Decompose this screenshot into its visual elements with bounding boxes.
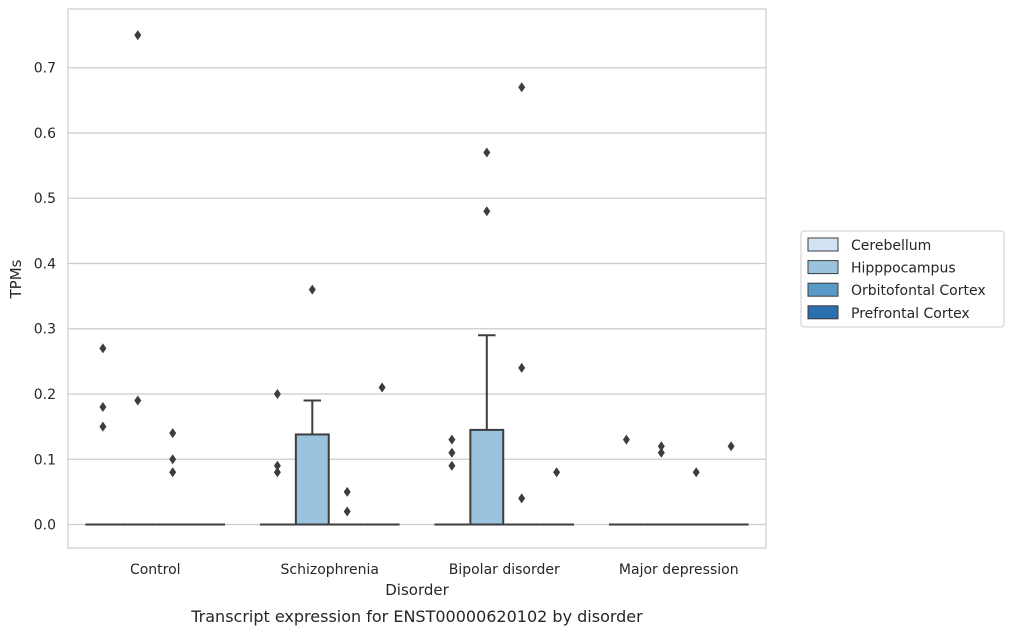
box-1-1 [294, 284, 330, 526]
y-tick-label: 0.0 [34, 518, 56, 534]
outlier-point [518, 82, 526, 93]
outlier-point [727, 441, 735, 452]
outlier-point [99, 421, 107, 432]
legend-swatch [807, 282, 839, 297]
y-tick-label: 0.7 [34, 61, 56, 77]
outlier-point [308, 284, 316, 295]
box-3-3 [713, 441, 749, 526]
outlier-point [273, 460, 281, 471]
x-axis-label: Disorder [385, 581, 449, 599]
y-tick-label: 0.6 [34, 126, 56, 142]
legend-swatch [807, 305, 839, 320]
legend-frame [800, 230, 1005, 328]
outlier-point [273, 467, 281, 478]
box-body [469, 428, 505, 526]
box-body [294, 433, 330, 526]
box-3-2 [678, 467, 714, 526]
outlier-point [448, 447, 456, 458]
y-tick-label: 0.4 [34, 256, 56, 272]
outlier-point [343, 486, 351, 497]
y-tick-label: 0.3 [34, 322, 56, 338]
box-1-3 [364, 382, 400, 526]
outlier-point [99, 402, 107, 413]
box-1-2 [329, 486, 365, 526]
outlier-point [448, 460, 456, 471]
x-tick-label: Schizophrenia [281, 562, 379, 578]
outlier-point [622, 434, 630, 445]
outlier-point [273, 389, 281, 399]
outlier-point [169, 428, 177, 439]
outlier-point [518, 493, 526, 504]
x-tick-labels: Control Schizophrenia Bipolar disorder Majo… [130, 562, 739, 578]
y-axis-label: TPMs [7, 259, 25, 299]
outlier-point [99, 343, 107, 354]
outlier-point [448, 434, 456, 445]
y-tick-label: 0.2 [34, 387, 56, 403]
outlier-point [657, 447, 665, 458]
chart-caption: Transcript expression for ENST0000062010… [190, 607, 643, 626]
grid-lines [68, 67, 766, 526]
boxes-layer [85, 30, 749, 526]
outlier-point [169, 454, 177, 465]
legend: Cerebellum Hipppocampus Orbitofontal Corte… [800, 230, 1005, 328]
box-2-0 [434, 434, 470, 526]
outlier-point [483, 147, 491, 158]
legend-entry: Orbitofontal Cortex [851, 283, 986, 299]
box-3-1 [643, 441, 679, 526]
box-3-0 [608, 434, 644, 526]
x-tick-label: Major depression [619, 562, 739, 578]
box-2-1 [469, 147, 505, 526]
legend-entry: Cerebellum [851, 238, 931, 254]
outlier-point [134, 395, 142, 406]
legend-swatch [807, 260, 839, 275]
outlier-point [343, 506, 351, 517]
legend-swatch [807, 237, 839, 252]
x-tick-label: Bipolar disorder [449, 562, 560, 578]
outlier-point [657, 441, 665, 452]
y-tick-labels: 0.0 0.1 0.2 0.3 0.4 0.5 0.6 0.7 [34, 61, 56, 534]
box-2-2 [504, 82, 540, 526]
box-1-0 [259, 389, 295, 526]
box-0-1 [120, 30, 156, 526]
outlier-point [134, 30, 142, 41]
outlier-point [483, 206, 491, 217]
outlier-point [378, 382, 386, 393]
outlier-point [169, 467, 177, 478]
box-0-2 [155, 428, 191, 526]
y-tick-label: 0.1 [34, 452, 56, 468]
x-tick-label: Control [130, 562, 181, 578]
box-0-0 [85, 343, 121, 526]
outlier-point [692, 467, 700, 478]
box-2-3 [539, 467, 575, 526]
legend-entry: Hipppocampus [851, 261, 956, 277]
legend-entry: Prefrontal Cortex [851, 306, 970, 322]
outlier-point [553, 467, 561, 478]
plot-area-frame [67, 8, 767, 549]
outlier-point [518, 362, 526, 373]
y-tick-label: 0.5 [34, 191, 56, 207]
